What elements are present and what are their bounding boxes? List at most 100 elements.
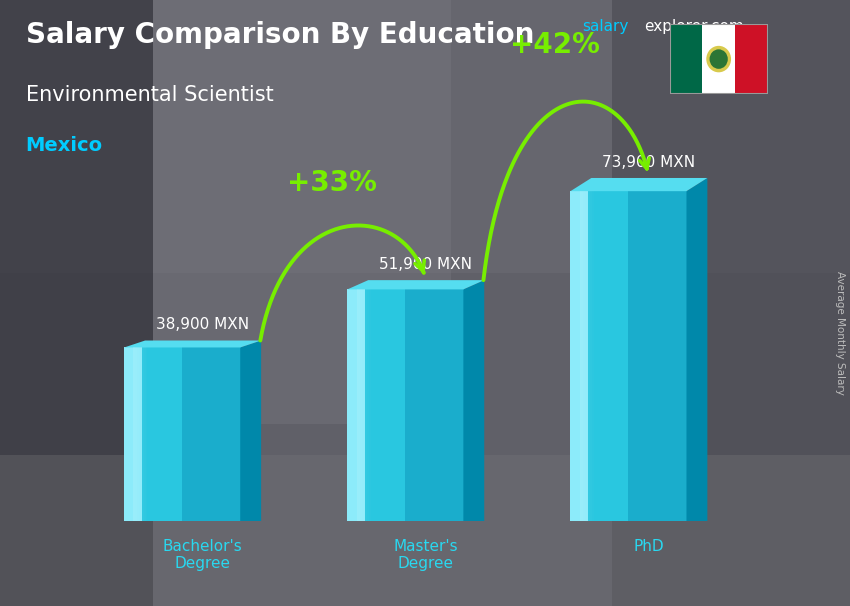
Bar xyxy=(348,290,351,521)
Bar xyxy=(620,191,623,521)
Bar xyxy=(235,347,238,521)
Bar xyxy=(626,191,629,521)
Bar xyxy=(177,347,179,521)
Bar xyxy=(405,290,409,521)
Bar xyxy=(359,290,362,521)
Bar xyxy=(388,290,391,521)
Bar xyxy=(200,347,203,521)
Bar xyxy=(420,290,423,521)
Bar xyxy=(652,191,655,521)
Bar xyxy=(208,347,212,521)
Text: salary: salary xyxy=(582,19,629,35)
Bar xyxy=(136,347,139,521)
Bar xyxy=(605,191,609,521)
Polygon shape xyxy=(124,341,261,347)
Bar xyxy=(735,24,768,94)
Bar xyxy=(681,191,684,521)
Bar xyxy=(666,191,670,521)
Polygon shape xyxy=(463,280,484,521)
Bar xyxy=(394,290,397,521)
Bar xyxy=(139,347,142,521)
Text: Mexico: Mexico xyxy=(26,136,103,155)
Bar xyxy=(128,347,130,521)
Bar xyxy=(0,0,850,273)
Bar xyxy=(191,347,195,521)
Bar xyxy=(581,191,583,521)
Bar xyxy=(382,290,386,521)
Bar xyxy=(185,347,189,521)
Bar xyxy=(574,191,576,521)
Bar xyxy=(400,290,403,521)
Bar xyxy=(145,347,147,521)
Bar xyxy=(171,347,174,521)
Bar xyxy=(150,347,154,521)
Bar xyxy=(461,290,464,521)
Bar xyxy=(683,191,687,521)
Bar xyxy=(153,0,450,424)
Bar xyxy=(211,347,214,521)
Bar xyxy=(654,191,658,521)
Bar xyxy=(640,191,643,521)
Bar xyxy=(597,191,600,521)
Bar xyxy=(367,290,369,521)
Bar xyxy=(356,290,360,521)
Bar xyxy=(231,347,235,521)
Bar xyxy=(677,191,681,521)
Text: Environmental Scientist: Environmental Scientist xyxy=(26,85,273,105)
Bar xyxy=(457,290,461,521)
Bar xyxy=(675,191,678,521)
Circle shape xyxy=(710,49,728,69)
Polygon shape xyxy=(348,280,484,290)
Bar xyxy=(391,290,394,521)
Bar xyxy=(432,290,435,521)
Bar xyxy=(365,290,368,521)
Bar xyxy=(350,290,354,521)
Bar xyxy=(220,347,224,521)
Bar xyxy=(580,191,581,521)
Bar xyxy=(570,191,574,521)
Bar xyxy=(585,191,588,521)
Bar xyxy=(140,347,142,521)
Bar xyxy=(592,191,593,521)
Bar xyxy=(385,290,388,521)
Bar xyxy=(371,290,374,521)
Bar xyxy=(614,191,617,521)
Bar xyxy=(411,290,415,521)
Bar xyxy=(194,347,197,521)
Bar xyxy=(634,191,638,521)
Bar xyxy=(237,347,241,521)
Bar xyxy=(369,290,371,521)
Bar xyxy=(188,347,191,521)
Bar xyxy=(417,290,420,521)
Text: Average Monthly Salary: Average Monthly Salary xyxy=(835,271,845,395)
Polygon shape xyxy=(570,178,707,191)
Bar xyxy=(147,347,150,521)
Bar xyxy=(617,191,620,521)
Bar xyxy=(167,347,171,521)
Bar xyxy=(366,290,367,521)
Bar xyxy=(182,347,185,521)
Text: PhD: PhD xyxy=(633,539,664,554)
Bar xyxy=(582,191,586,521)
Bar xyxy=(440,290,444,521)
Circle shape xyxy=(706,46,731,72)
Bar xyxy=(632,191,635,521)
Bar xyxy=(137,347,139,521)
Bar xyxy=(357,290,359,521)
Bar xyxy=(451,290,455,521)
Bar xyxy=(135,347,137,521)
Text: explorer.com: explorer.com xyxy=(644,19,744,35)
Bar xyxy=(153,347,156,521)
Bar xyxy=(443,290,446,521)
Bar xyxy=(437,290,440,521)
Bar xyxy=(449,290,452,521)
Bar xyxy=(593,191,597,521)
Bar xyxy=(397,290,400,521)
Bar xyxy=(368,290,371,521)
Bar xyxy=(638,191,641,521)
Bar xyxy=(217,347,220,521)
Bar xyxy=(428,290,432,521)
Bar xyxy=(414,290,417,521)
Bar xyxy=(669,191,672,521)
Bar xyxy=(373,290,377,521)
